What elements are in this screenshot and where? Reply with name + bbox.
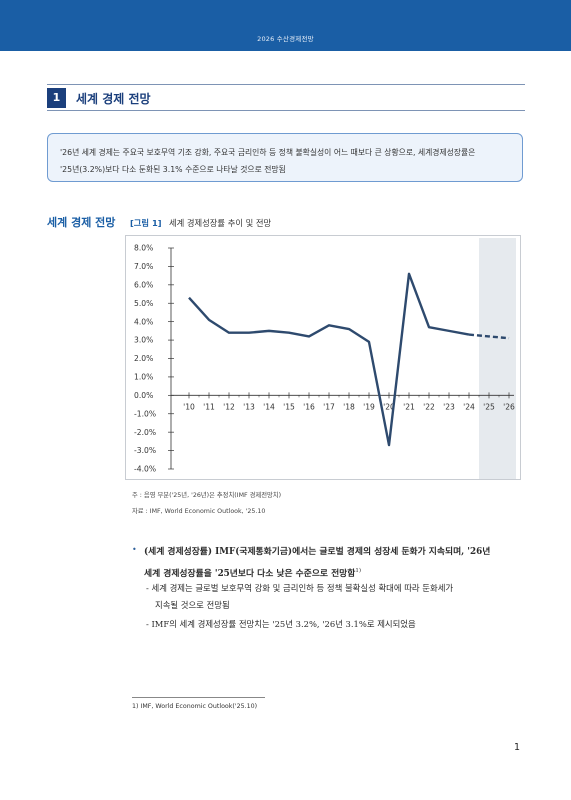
- figure-title: 세계 경제성장률 추이 및 전망: [169, 218, 272, 228]
- bullet-line-1: (세계 경제성장률) IMF(국제통화기금)에서는 글로벌 경제의 성장세 둔화…: [144, 547, 491, 557]
- sub-point-2: - IMF의 세계 경제성장률 전망치는 '25년 3.2%, '26년 3.1…: [146, 619, 416, 629]
- bullet-line-2: 세계 경제성장률을 '25년보다 다소 낮은 수준으로 전망함1): [144, 562, 490, 584]
- growth-rate-chart: 8.0% 7.0% 6.0% 5.0% 4.0% 3.0% 2.0% 1.0% 0.0% -1.0…: [125, 235, 521, 480]
- x-tick-label: '13: [243, 402, 255, 411]
- x-tick-label: '10: [183, 402, 195, 411]
- chart-canvas: 8.0% 7.0% 6.0% 5.0% 4.0% 3.0% 2.0% 1.0% 0.0% -1.0…: [134, 238, 516, 479]
- top-banner: 2026 수산경제전망: [0, 0, 571, 51]
- section-number: 1: [47, 88, 66, 108]
- sub-point-1: - 세계 경제는 글로벌 보호무역 강화 및 금리인하 등 정책 불확실성 확대…: [146, 580, 453, 614]
- y-tick-label: 0.0%: [134, 391, 153, 400]
- y-tick-label: 5.0%: [134, 299, 153, 308]
- y-tick-label: -1.0%: [134, 409, 156, 418]
- y-tick-label: 2.0%: [134, 354, 153, 363]
- x-tick-label: '12: [223, 402, 235, 411]
- figure-section-label: 세계 경제 전망: [47, 216, 116, 229]
- y-tick-label: -2.0%: [134, 428, 156, 437]
- y-tick-label: 6.0%: [134, 280, 153, 289]
- x-tick-label: '15: [283, 402, 295, 411]
- bullet-icon: •: [132, 545, 137, 554]
- bullet-paragraph: (세계 경제성장률) IMF(국제통화기금)에서는 글로벌 경제의 성장세 둔화…: [144, 543, 490, 584]
- y-tick-label: 7.0%: [134, 262, 153, 271]
- footnote: 1) IMF, World Economic Outlook('25.10): [132, 703, 258, 710]
- figure-number: [그림 1]: [130, 218, 162, 228]
- y-tick-label: -3.0%: [134, 446, 156, 455]
- y-tick-label: -4.0%: [134, 465, 156, 474]
- x-tick-label: '20: [383, 402, 395, 411]
- y-tick-label: 4.0%: [134, 317, 153, 326]
- x-tick-label: '23: [443, 402, 455, 411]
- x-tick-label: '16: [303, 402, 315, 411]
- x-tick-label: '18: [343, 402, 355, 411]
- sub-point-1-line-1: - 세계 경제는 글로벌 보호무역 강화 및 금리인하 등 정책 불확실성 확대…: [146, 583, 454, 593]
- x-tick-label: '26: [503, 402, 515, 411]
- x-tick-label: '25: [483, 402, 495, 411]
- forecast-shade: [479, 238, 516, 479]
- x-tick-label: '14: [263, 402, 275, 411]
- chart-note: 주 : 음영 부분('25년, '26년)은 추정치(IMF 경제전망치): [132, 492, 282, 499]
- series-line-actual: [188, 272, 470, 447]
- chart-source: 자료 : IMF, World Economic Outlook, '25.10: [132, 508, 266, 515]
- running-header: 2026 수산경제전망: [257, 35, 314, 43]
- y-tick-label: 3.0%: [134, 336, 153, 345]
- x-tick-label: '24: [463, 402, 475, 411]
- y-tick-label: 1.0%: [134, 373, 153, 382]
- x-tick-label: '11: [203, 402, 215, 411]
- bullet-line-2-text: 세계 경제성장률을 '25년보다 다소 낮은 수준으로 전망함: [144, 568, 356, 579]
- x-tick-label: '17: [323, 402, 335, 411]
- section-title: 세계 경제 전망: [76, 92, 151, 106]
- x-tick-label: '22: [423, 402, 435, 411]
- x-tick-label: '19: [363, 402, 375, 411]
- footnote-ref: 1): [355, 568, 362, 574]
- section-heading: 1 세계 경제 전망: [47, 84, 525, 111]
- page-number: 1: [514, 742, 521, 753]
- y-tick-label: 8.0%: [134, 244, 153, 253]
- summary-box: '26년 세계 경제는 주요국 보호무역 기조 강화, 주요국 금리인하 등 정…: [47, 133, 523, 182]
- footnote-divider: [132, 697, 265, 698]
- summary-line-2: '25년(3.2%)보다 다소 둔화된 3.1% 수준으로 나타날 것으로 전망…: [60, 165, 286, 174]
- sub-point-1-line-2: 지속될 것으로 전망됨: [155, 600, 230, 610]
- x-tick-label: '21: [403, 402, 415, 411]
- summary-line-1: '26년 세계 경제는 주요국 보호무역 기조 강화, 주요국 금리인하 등 정…: [60, 148, 476, 157]
